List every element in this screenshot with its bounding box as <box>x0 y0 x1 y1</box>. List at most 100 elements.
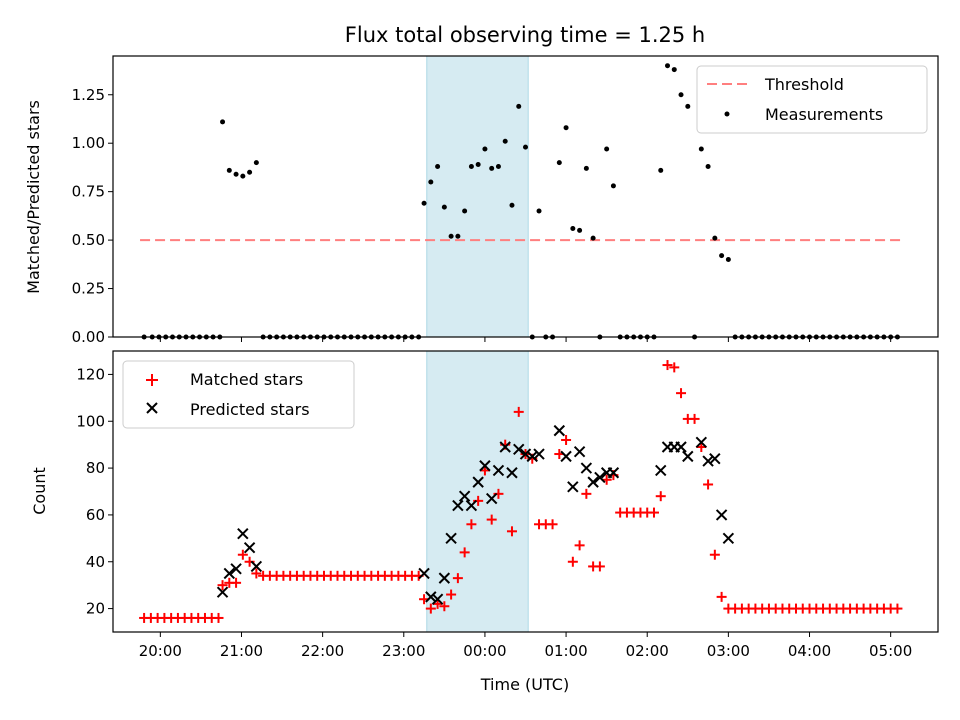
y-tick-label: 0.50 <box>72 231 105 249</box>
matched-star-point <box>506 526 517 537</box>
bottom-legend-box <box>122 360 355 429</box>
matched-star-point <box>213 612 224 623</box>
observing-window-highlight-bottom <box>426 350 529 633</box>
matched-star-point <box>689 413 700 424</box>
top-legend-box <box>696 65 928 134</box>
measurement-point <box>226 167 232 173</box>
measurement-point <box>253 160 259 166</box>
top-legend: Threshold Measurements <box>696 65 928 134</box>
matched-star-point <box>594 561 605 572</box>
predicted-star-point <box>722 532 735 545</box>
x-tick-label: 20:00 <box>139 642 182 660</box>
top-axes-frame <box>112 55 939 338</box>
measurement-point <box>556 160 562 166</box>
measurement-point <box>516 103 522 109</box>
predicted-star-point <box>485 492 498 505</box>
x-tick-label: 00:00 <box>463 642 506 660</box>
measurement-point <box>712 235 718 241</box>
predicted-star-point <box>250 560 263 573</box>
predicted-star-point <box>533 448 545 460</box>
predicted-star-point <box>709 453 721 465</box>
matched-star-point <box>231 577 242 588</box>
y-tick-label: 20 <box>86 600 105 618</box>
x-tick-label: 05:00 <box>869 642 912 660</box>
bottom-y-axis-label: Count <box>30 467 49 515</box>
matched-star-point <box>513 406 524 417</box>
legend-predicted-label: Predicted stars <box>190 400 310 419</box>
predicted-star-point <box>465 499 478 512</box>
predicted-star-point <box>513 443 525 456</box>
measurement-point <box>678 92 684 98</box>
top-y-ticks: 0.00 0.25 0.50 0.75 1.00 1.25 <box>72 86 113 346</box>
measurement-point <box>435 163 441 169</box>
predicted-star-point <box>655 464 667 477</box>
measurement-point <box>658 167 664 173</box>
predicted-star-point <box>553 424 566 437</box>
measurement-point <box>725 256 731 262</box>
matched-star-point <box>709 549 720 560</box>
matched-star-point <box>648 507 659 518</box>
matched-star-point <box>244 556 255 567</box>
measurement-point <box>570 225 576 231</box>
predicted-star-point <box>492 464 505 477</box>
legend-threshold-label: Threshold <box>764 75 844 94</box>
legend-measurements-label: Measurements <box>765 105 883 124</box>
predicted-star-point <box>479 460 491 472</box>
x-axis-label: Time (UTC) <box>480 675 569 694</box>
matched-star-point <box>452 573 463 584</box>
predicted-star-point <box>587 476 599 488</box>
y-tick-label: 1.25 <box>72 86 105 104</box>
predicted-star-point <box>715 509 728 521</box>
predicted-star-point <box>230 563 242 575</box>
matched-star-point <box>466 519 477 530</box>
predicted-star-point <box>695 436 708 449</box>
x-tick-label: 02:00 <box>626 642 669 660</box>
x-tick-label: 22:00 <box>301 642 344 660</box>
predicted-star-point <box>458 490 471 502</box>
legend-measurements-swatch <box>724 111 730 117</box>
matched-star-point <box>655 491 666 502</box>
chart-title: Flux total observing time = 1.25 h <box>345 23 705 47</box>
predicted-star-point <box>580 462 593 474</box>
y-tick-label: 120 <box>76 365 105 383</box>
predicted-star-point <box>418 567 430 580</box>
measurement-point <box>590 235 596 241</box>
observing-window-highlight-top <box>426 55 529 338</box>
predicted-star-point <box>452 499 464 512</box>
predicted-star-point <box>573 445 586 458</box>
measurement-point <box>583 165 589 171</box>
measurement-point <box>698 146 704 152</box>
predicted-star-point <box>499 441 511 453</box>
x-tick-label: 04:00 <box>788 642 831 660</box>
predicted-star-point <box>519 448 532 460</box>
matched-star-point <box>439 601 450 612</box>
matched-star-point <box>892 603 903 614</box>
predicted-star-point <box>594 471 606 484</box>
measurement-point <box>502 138 508 144</box>
predicted-star-point <box>472 476 484 488</box>
predicted-star-point <box>438 572 451 584</box>
measurement-point <box>475 162 481 168</box>
measurement-point <box>577 227 583 233</box>
y-tick-label: 0.00 <box>72 328 105 346</box>
top-x-ticks <box>159 337 892 342</box>
predicted-star-point <box>425 591 437 603</box>
measurement-point <box>719 253 725 259</box>
measurement-point <box>665 63 671 69</box>
matched-star-point <box>237 549 248 560</box>
y-tick-label: 100 <box>76 412 105 430</box>
measurement-point <box>240 173 246 179</box>
predicted-star-point <box>223 567 236 580</box>
measurement-point <box>671 67 677 73</box>
top-y-axis-label: Matched/Predicted stars <box>24 100 43 294</box>
bottom-x-ticks: 20:00 21:00 22:00 23:00 00:00 01:00 02:00 03:00… <box>139 632 912 660</box>
matched-star-point <box>459 547 470 558</box>
measurement-point <box>523 144 528 150</box>
measurement-point <box>685 103 691 109</box>
legend-predicted-swatch <box>146 402 158 414</box>
measurement-point <box>247 169 253 175</box>
measurement-point <box>455 233 461 239</box>
predicted-star-point <box>431 593 444 605</box>
predicted-star-point <box>560 450 572 463</box>
